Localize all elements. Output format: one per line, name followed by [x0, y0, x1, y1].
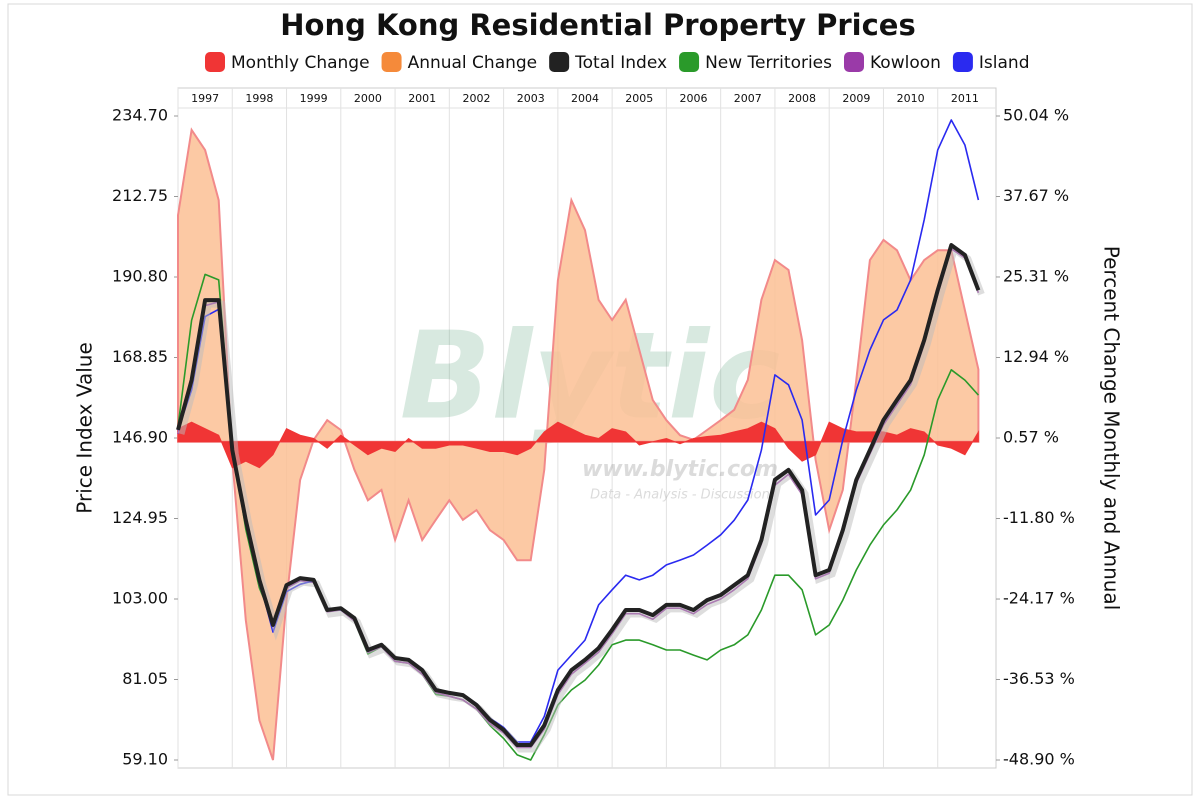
x-tick-label: 2000: [354, 92, 382, 105]
y2-tick-label: 25.31 %: [1003, 266, 1069, 285]
line: [176, 243, 981, 747]
x-tick-label: 2008: [788, 92, 816, 105]
legend: Monthly Change Annual Change Total Index Ne…: [205, 52, 1029, 73]
y-tick-label: 146.90: [112, 428, 168, 447]
x-tick-label: 2009: [842, 92, 870, 105]
y-tick-label: 124.95: [112, 508, 168, 527]
y-tick-label: 234.70: [112, 106, 168, 125]
y2-tick-label: -48.90 %: [1003, 750, 1075, 769]
legend-swatch: [205, 52, 225, 72]
y2-tick-label: -11.80 %: [1003, 508, 1075, 527]
y-tick-label: 81.05: [122, 669, 168, 688]
x-tick-label: 2001: [408, 92, 436, 105]
y-axis-label: Price Index Value: [73, 342, 97, 513]
y2-tick-label: 0.57 %: [1003, 428, 1059, 447]
x-tick-label: 2011: [951, 92, 979, 105]
x-tick-label: 2004: [571, 92, 599, 105]
y2-axis-label: Percent Change Monthly and Annual: [1100, 246, 1124, 610]
x-tick-label: 2002: [462, 92, 490, 105]
x-tick-label: 1998: [245, 92, 273, 105]
legend-label: Kowloon: [870, 53, 941, 73]
x-tick-label: 1997: [191, 92, 219, 105]
y2-tick-label: -24.17 %: [1003, 589, 1075, 608]
legend-label: Monthly Change: [231, 53, 370, 73]
legend-swatch: [844, 52, 864, 72]
x-tick-label: 2003: [517, 92, 545, 105]
x-tick-label: 2007: [734, 92, 762, 105]
y-tick-label: 168.85: [112, 347, 168, 366]
legend-label: Island: [979, 53, 1030, 73]
x-tick-label: 2006: [680, 92, 708, 105]
legend-label: Total Index: [574, 53, 667, 73]
x-tick-label: 1999: [300, 92, 328, 105]
legend-swatch: [952, 52, 973, 72]
y2-tick-label: 37.67 %: [1003, 186, 1069, 205]
y-tick-label: 212.75: [112, 186, 168, 205]
y-tick-label: 190.80: [112, 267, 168, 286]
area: [177, 127, 980, 761]
y2-tick-label: 12.94 %: [1003, 347, 1069, 366]
x-tick-label: 2005: [625, 92, 653, 105]
y2-tick-label: -36.53 %: [1003, 669, 1075, 688]
legend-label: New Territories: [705, 53, 832, 73]
x-tick-label: 2010: [897, 92, 925, 105]
y-tick-label: 59.10: [122, 750, 168, 769]
watermark: www.blytic.com: [582, 457, 778, 482]
watermark: Data - Analysis - Discussion: [590, 488, 770, 503]
legend-swatch: [549, 52, 570, 72]
chart-title: Hong Kong Residential Property Prices: [280, 8, 915, 42]
legend-swatch: [679, 52, 700, 72]
legend-swatch: [381, 52, 402, 72]
y-tick-label: 103.00: [112, 589, 168, 608]
legend-label: Annual Change: [408, 53, 538, 73]
y2-tick-label: 50.04 %: [1003, 106, 1069, 125]
frame: [7, 3, 1193, 796]
